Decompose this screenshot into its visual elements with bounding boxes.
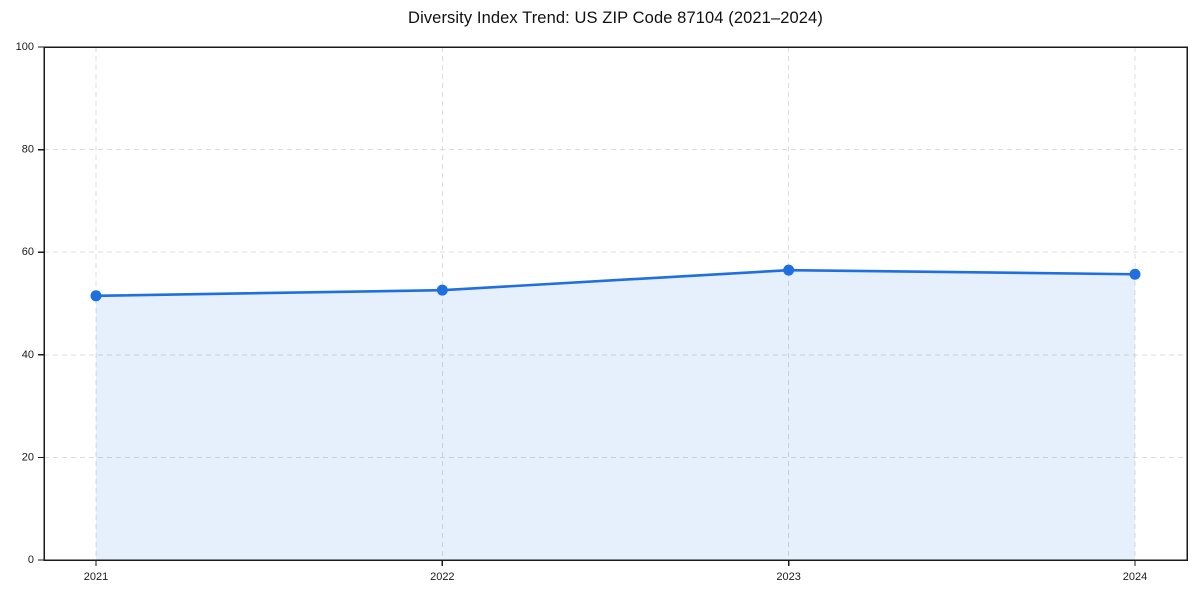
x-tick-label: 2021 [84, 571, 108, 583]
data-point-2024 [1129, 268, 1141, 280]
y-tick-label: 40 [22, 349, 34, 361]
y-tick-label: 20 [22, 451, 34, 463]
area-fill [96, 270, 1135, 560]
x-tick-label: 2022 [430, 571, 454, 583]
y-tick-label: 100 [16, 41, 34, 53]
plot-border [43, 46, 1188, 561]
y-tick-label: 0 [28, 554, 34, 566]
data-point-2022 [436, 284, 448, 296]
trend-line [94, 268, 1137, 298]
y-tick-label: 60 [22, 246, 34, 258]
data-point-2021 [90, 290, 102, 302]
x-tick-label: 2023 [776, 571, 800, 583]
chart-title: Diversity Index Trend: US ZIP Code 87104… [408, 9, 823, 27]
data-point-2023 [783, 264, 795, 276]
y-tick-label: 80 [22, 144, 34, 156]
x-tick-label: 2024 [1123, 571, 1147, 583]
